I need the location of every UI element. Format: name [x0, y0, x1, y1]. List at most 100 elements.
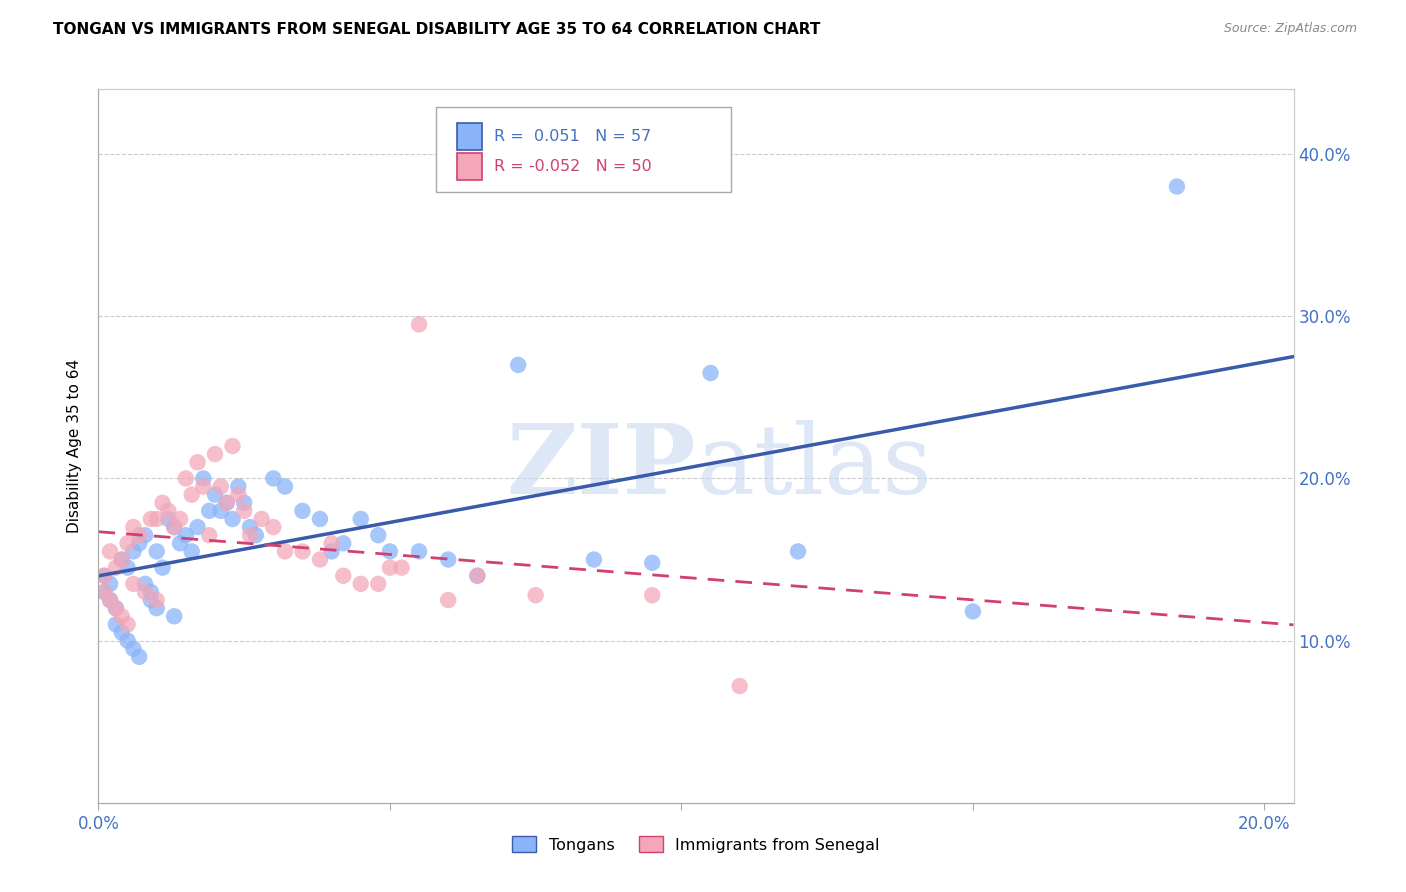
Immigrants from Senegal — [274, 544, 297, 558]
Immigrants from Senegal — [321, 536, 343, 550]
Tongans — [378, 544, 401, 558]
Tongans — [193, 471, 215, 485]
Tongans — [233, 496, 256, 510]
Tongans — [139, 593, 162, 607]
Immigrants from Senegal — [93, 585, 115, 599]
Tongans — [508, 358, 530, 372]
Immigrants from Senegal — [332, 568, 354, 582]
Text: Source: ZipAtlas.com: Source: ZipAtlas.com — [1223, 22, 1357, 36]
Tongans — [408, 544, 430, 558]
Immigrants from Senegal — [117, 536, 139, 550]
Immigrants from Senegal — [198, 528, 221, 542]
Immigrants from Senegal — [309, 552, 332, 566]
Immigrants from Senegal — [139, 512, 162, 526]
Immigrants from Senegal — [728, 679, 751, 693]
Tongans — [350, 512, 373, 526]
Tongans — [134, 577, 156, 591]
Immigrants from Senegal — [437, 593, 460, 607]
Immigrants from Senegal — [193, 479, 215, 493]
Immigrants from Senegal — [524, 588, 547, 602]
Tongans — [198, 504, 221, 518]
Immigrants from Senegal — [93, 568, 115, 582]
Tongans — [215, 496, 238, 510]
Tongans — [367, 528, 389, 542]
Immigrants from Senegal — [641, 588, 664, 602]
Tongans — [186, 520, 208, 534]
Immigrants from Senegal — [378, 560, 401, 574]
Tongans — [128, 536, 150, 550]
Immigrants from Senegal — [221, 439, 243, 453]
Tongans — [169, 536, 191, 550]
Tongans — [699, 366, 721, 380]
Immigrants from Senegal — [117, 617, 139, 632]
Tongans — [145, 544, 167, 558]
Tongans — [274, 479, 297, 493]
Tongans — [239, 520, 262, 534]
Tongans — [787, 544, 810, 558]
Tongans — [245, 528, 267, 542]
Immigrants from Senegal — [104, 560, 127, 574]
Immigrants from Senegal — [204, 447, 226, 461]
Tongans — [204, 488, 226, 502]
Tongans — [163, 520, 186, 534]
Immigrants from Senegal — [233, 504, 256, 518]
Immigrants from Senegal — [169, 512, 191, 526]
Immigrants from Senegal — [98, 593, 121, 607]
Tongans — [111, 625, 134, 640]
Tongans — [117, 560, 139, 574]
Immigrants from Senegal — [467, 568, 489, 582]
Text: R = -0.052   N = 50: R = -0.052 N = 50 — [494, 160, 651, 174]
Immigrants from Senegal — [209, 479, 232, 493]
Tongans — [467, 568, 489, 582]
Tongans — [104, 601, 127, 615]
Tongans — [180, 544, 202, 558]
Tongans — [332, 536, 354, 550]
Tongans — [145, 601, 167, 615]
Tongans — [962, 604, 984, 618]
Immigrants from Senegal — [367, 577, 389, 591]
Immigrants from Senegal — [98, 544, 121, 558]
Immigrants from Senegal — [228, 488, 250, 502]
Tongans — [437, 552, 460, 566]
Immigrants from Senegal — [111, 609, 134, 624]
Tongans — [163, 609, 186, 624]
Immigrants from Senegal — [215, 496, 238, 510]
Tongans — [157, 512, 180, 526]
Tongans — [641, 556, 664, 570]
Tongans — [98, 577, 121, 591]
Immigrants from Senegal — [145, 593, 167, 607]
Immigrants from Senegal — [262, 520, 284, 534]
Tongans — [321, 544, 343, 558]
Tongans — [582, 552, 605, 566]
Immigrants from Senegal — [128, 528, 150, 542]
Immigrants from Senegal — [122, 520, 145, 534]
Tongans — [291, 504, 314, 518]
Tongans — [104, 617, 127, 632]
Immigrants from Senegal — [408, 318, 430, 332]
Immigrants from Senegal — [291, 544, 314, 558]
Text: atlas: atlas — [696, 420, 932, 515]
Tongans — [134, 528, 156, 542]
Tongans — [221, 512, 243, 526]
Immigrants from Senegal — [152, 496, 174, 510]
Immigrants from Senegal — [180, 488, 202, 502]
Tongans — [228, 479, 250, 493]
Tongans — [209, 504, 232, 518]
Immigrants from Senegal — [157, 504, 180, 518]
Tongans — [174, 528, 197, 542]
Tongans — [139, 585, 162, 599]
Tongans — [122, 641, 145, 656]
Legend: Tongans, Immigrants from Senegal: Tongans, Immigrants from Senegal — [506, 830, 886, 859]
Immigrants from Senegal — [163, 520, 186, 534]
Text: R =  0.051   N = 57: R = 0.051 N = 57 — [494, 129, 651, 144]
Tongans — [128, 649, 150, 664]
Tongans — [93, 568, 115, 582]
Y-axis label: Disability Age 35 to 64: Disability Age 35 to 64 — [67, 359, 83, 533]
Tongans — [111, 552, 134, 566]
Tongans — [152, 560, 174, 574]
Tongans — [309, 512, 332, 526]
Immigrants from Senegal — [134, 585, 156, 599]
Tongans — [122, 544, 145, 558]
Tongans — [98, 593, 121, 607]
Tongans — [93, 585, 115, 599]
